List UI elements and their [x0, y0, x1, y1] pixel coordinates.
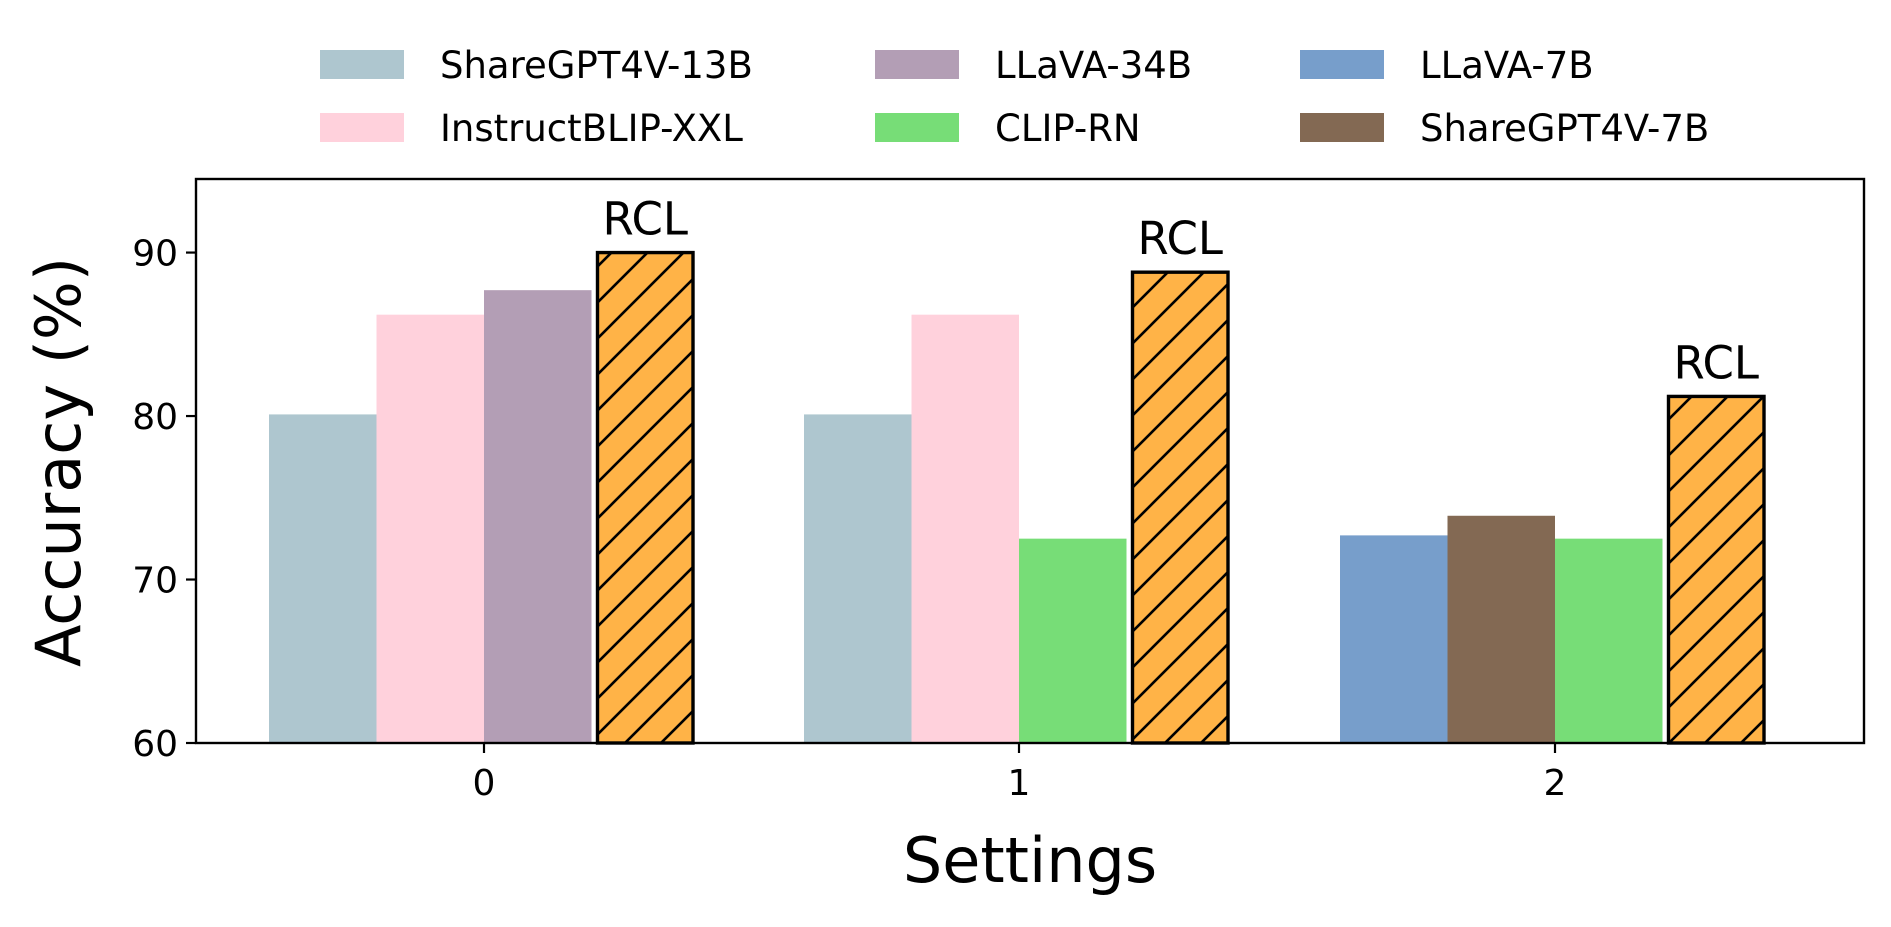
bar-sharegpt4v-7b: [1447, 515, 1555, 743]
bars: [269, 250, 1766, 745]
legend-item: LLaVA-34B: [875, 44, 1192, 87]
legend-item: InstructBLIP-XXL: [320, 107, 743, 150]
bar-llava-34b: [484, 290, 592, 743]
legend-item: CLIP-RN: [875, 107, 1141, 150]
y-tick-label: 70: [132, 561, 178, 602]
bar-sharegpt4v-13b: [804, 414, 912, 743]
legend-label: CLIP-RN: [995, 107, 1141, 150]
plot-frame: [194, 177, 1866, 745]
x-tick-label: 1: [1008, 763, 1031, 804]
legend-swatch: [1300, 50, 1384, 79]
legend-swatch: [875, 50, 959, 79]
legend-label: ShareGPT4V-7B: [1420, 107, 1709, 150]
legend-label: LLaVA-34B: [995, 44, 1192, 87]
bar-data-label: RCL: [1673, 336, 1759, 389]
y-axis: 60 70 80 90: [132, 234, 196, 765]
y-tick-label: 90: [132, 234, 178, 275]
legend-label: LLaVA-7B: [1420, 44, 1594, 87]
y-tick-label: 80: [132, 397, 178, 438]
legend-swatch: [320, 50, 404, 79]
legend-label: ShareGPT4V-13B: [440, 44, 753, 87]
bar-data-label: RCL: [1137, 212, 1223, 265]
bar-labels: RCL RCL RCL: [602, 193, 1759, 390]
legend-swatch: [320, 113, 404, 142]
bar-instructblip-xxl: [911, 314, 1019, 743]
legend-item: ShareGPT4V-7B: [1300, 107, 1709, 150]
bar-rcl: [1666, 394, 1766, 745]
y-axis-title: Accuracy (%): [22, 257, 95, 667]
x-tick-label: 2: [1544, 763, 1567, 804]
bar-instructblip-xxl: [376, 314, 484, 743]
legend-label: InstructBLIP-XXL: [440, 107, 743, 150]
y-tick-label: 60: [132, 724, 178, 765]
legend: ShareGPT4V-13B LLaVA-34B LLaVA-7B InstructB…: [320, 44, 1709, 150]
bar-llava-7b: [1340, 535, 1448, 743]
legend-item: LLaVA-7B: [1300, 44, 1594, 87]
bar-data-label: RCL: [602, 193, 688, 246]
legend-swatch: [875, 113, 959, 142]
legend-swatch: [1300, 113, 1384, 142]
bar-rcl: [1130, 270, 1230, 745]
bar-clip-rn: [1555, 538, 1663, 743]
x-axis-title: Settings: [903, 824, 1157, 897]
x-axis: 0 1 2: [473, 743, 1567, 804]
legend-item: ShareGPT4V-13B: [320, 44, 753, 87]
bar-sharegpt4v-13b: [269, 414, 377, 743]
bar-rcl: [595, 250, 695, 745]
bar-clip-rn: [1019, 538, 1127, 743]
x-tick-label: 0: [473, 763, 496, 804]
